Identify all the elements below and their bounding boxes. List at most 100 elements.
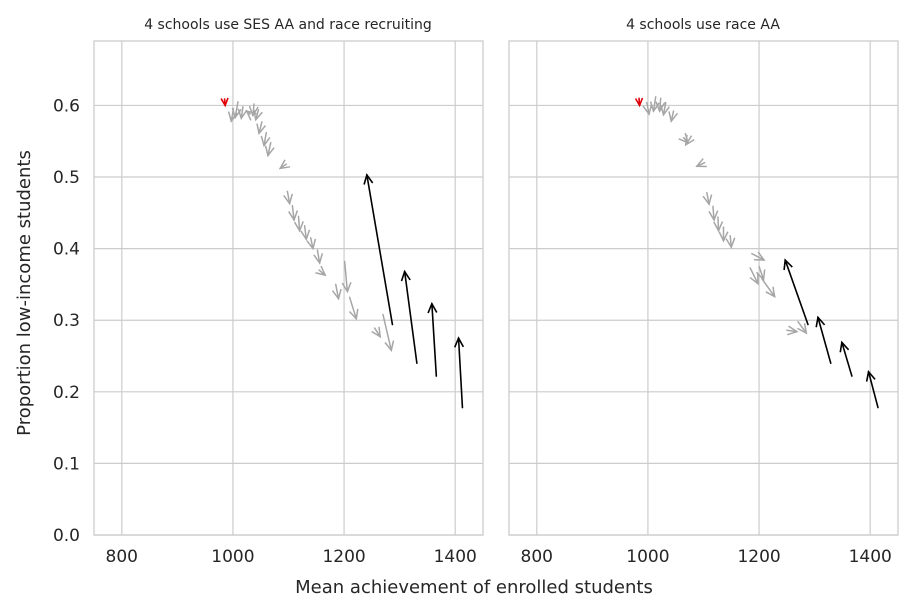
gray-arrow (293, 215, 304, 233)
gray-arrow (348, 296, 359, 321)
x-tick-label: 1000 (626, 547, 669, 567)
gray-arrow-head (341, 281, 352, 294)
gray-arrow-shaft (717, 216, 720, 232)
gray-arrow-shaft (263, 131, 268, 147)
gray-arrow (288, 204, 299, 222)
gray-arrow (237, 106, 248, 121)
gray-arrow (702, 192, 713, 206)
y-tick-label: 0.3 (53, 311, 80, 331)
gray-arrow (713, 216, 724, 233)
gray-arrow (382, 313, 395, 352)
gray-arrow (331, 283, 342, 301)
gray-arrow-head (348, 308, 359, 321)
gray-arrow (264, 141, 275, 158)
gray-arrow-shaft (712, 205, 715, 221)
black-arrow (453, 336, 465, 409)
gray-arrow (684, 134, 695, 147)
gray-arrow-shaft (348, 296, 358, 320)
black-arrow-shaft (366, 174, 394, 326)
black-arrow (783, 258, 809, 326)
gray-arrow-shaft (729, 234, 733, 248)
left-panel-frame (93, 40, 484, 536)
gray-arrow-head (248, 105, 259, 118)
gray-arrow (786, 325, 799, 336)
gray-arrow-shaft (761, 277, 776, 298)
gray-arrow-head (384, 340, 395, 352)
black-arrow-shaft (841, 341, 853, 377)
y-axis-label: Proportion low-income students (14, 150, 35, 436)
gray-arrow-shaft (286, 190, 291, 205)
gray-arrow-head (702, 194, 713, 206)
gray-arrow (749, 267, 759, 286)
gray-arrow-head (755, 269, 766, 282)
x-axis-label: Mean achievement of enrolled students (295, 577, 653, 598)
black-arrow (400, 269, 418, 364)
black-arrow-shaft (784, 259, 809, 326)
y-tick-label: 0.6 (53, 96, 80, 116)
gray-arrow-head (749, 273, 759, 286)
right-panel-grid (509, 41, 898, 536)
gray-arrow-head (278, 159, 291, 170)
gray-arrow-head (718, 231, 729, 243)
x-tick-label: 1400 (849, 547, 892, 567)
black-arrow-shaft (457, 337, 464, 409)
gray-arrow-shaft (303, 224, 308, 241)
x-tick-label: 1000 (211, 547, 254, 567)
gray-arrow-shaft (297, 215, 301, 232)
gray-arrow (300, 224, 311, 242)
gray-arrow-head (684, 134, 695, 147)
black-arrow-head (453, 336, 465, 348)
gray-arrow-head (660, 104, 670, 117)
gray-arrow-head (260, 135, 271, 148)
black-arrow-head (815, 315, 826, 328)
x-tick-label: 1200 (322, 547, 365, 567)
gray-arrow-head (306, 238, 317, 251)
gray-arrow-shaft (316, 249, 321, 264)
x-tick-label: 1200 (737, 547, 780, 567)
y-tick-label: 0.0 (53, 526, 80, 546)
gray-arrow-shaft (240, 106, 244, 120)
gray-arrow (283, 190, 293, 206)
gray-arrow (718, 226, 729, 243)
gray-arrow (695, 158, 707, 168)
gray-arrow (260, 131, 271, 148)
black-arrow-head (839, 340, 850, 353)
gray-arrow-head (253, 109, 263, 122)
left-panel-arrows (220, 97, 465, 409)
left-panel-x-ticks: 800 1000 1200 1400 (106, 547, 477, 567)
gray-arrow-shaft (646, 101, 650, 115)
black-arrow-head (865, 369, 876, 382)
gray-arrow-shaft (751, 252, 765, 261)
left-panel-grid (94, 41, 483, 536)
red-arrow-head (634, 97, 644, 108)
gray-arrow-shaft (652, 96, 657, 112)
gray-arrow-shaft (706, 192, 710, 205)
right-panel-x-ticks: 800 1000 1200 1400 (521, 547, 892, 567)
gray-arrow (755, 265, 766, 282)
black-arrow (363, 173, 394, 326)
gray-arrow-shaft (758, 265, 765, 281)
black-arrow-shaft (817, 316, 832, 364)
left-panel: 4 schools use SES AA and race recruiting… (53, 17, 484, 567)
gray-arrow-head (237, 108, 248, 121)
x-tick-label: 1400 (434, 547, 477, 567)
gray-arrow-head (765, 286, 776, 298)
gray-arrow-head (754, 251, 766, 261)
gray-arrow (256, 121, 266, 136)
gray-arrow (655, 97, 666, 113)
right-panel-title: 4 schools use race AA (626, 17, 780, 33)
gray-arrow-head (283, 193, 293, 206)
gray-arrow-shaft (334, 283, 340, 300)
gray-arrow-head (371, 326, 382, 339)
red-arrow (220, 97, 229, 108)
gray-arrow-shaft (658, 97, 662, 112)
gray-arrow-head (264, 145, 275, 158)
gray-arrow-shaft (291, 204, 295, 221)
gray-arrow (341, 260, 352, 294)
black-arrow (865, 369, 879, 409)
gray-arrow-head (642, 104, 653, 116)
gray-arrow-head (293, 221, 304, 233)
gray-arrow-head (787, 325, 799, 336)
right-panel: 4 schools use race AA 800 1000 1200 1400 (508, 17, 899, 567)
gray-arrow-head (315, 265, 327, 277)
